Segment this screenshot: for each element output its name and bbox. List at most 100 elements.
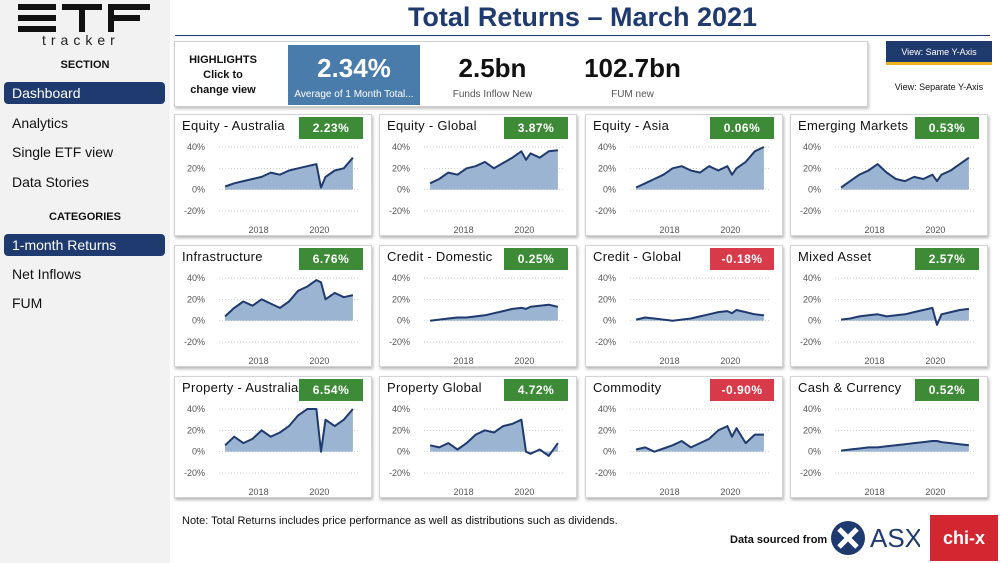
nav-fum[interactable]: FUM [12, 295, 43, 311]
return-badge: 6.76% [299, 248, 363, 270]
nav-single-etf-view[interactable]: Single ETF view [12, 144, 114, 160]
view-same-y-axis-button[interactable]: View: Same Y-Axis [886, 41, 992, 65]
sidebar: tracker SECTION Dashboard Analytics Sing… [0, 0, 170, 563]
x-tick-label: 2018 [865, 225, 885, 235]
y-tick-label: 40% [598, 404, 616, 414]
chart-card[interactable]: Credit - Domestic 0.25% 40% 20% 0% -20% 2018 20… [379, 245, 577, 367]
y-tick-label: 0% [192, 447, 205, 457]
title-divider [175, 35, 990, 36]
series-area [636, 426, 764, 452]
x-tick-label: 2020 [720, 225, 740, 235]
series-area [841, 307, 969, 325]
y-tick-label: -20% [800, 206, 821, 216]
sparkline-chart: 40% 20% 0% -20% 2018 2020 [800, 404, 975, 497]
y-tick-label: -20% [184, 337, 205, 347]
nav-net-inflows[interactable]: Net Inflows [12, 266, 82, 282]
asx-logo-text: ASX [870, 523, 920, 553]
view-separate-y-axis-button[interactable]: View: Separate Y-Axis [894, 82, 984, 92]
x-tick-label: 2020 [309, 225, 329, 235]
series-line [429, 303, 559, 322]
x-tick-label: 2018 [865, 487, 885, 497]
y-tick-label: 0% [808, 447, 821, 457]
data-sourced-label: Data sourced from [730, 534, 828, 546]
kpi-avg-return-caption: Average of 1 Month Total... [294, 89, 414, 100]
series-line [224, 157, 354, 189]
x-tick-label: 2020 [514, 487, 534, 497]
highlights-label[interactable]: HIGHLIGHTS Click to change view [189, 54, 257, 96]
kpi-avg-return[interactable]: 2.34% Average of 1 Month Total... [288, 45, 420, 105]
sparkline-chart: 40% 20% 0% -20% 2018 2020 [184, 273, 359, 366]
kpi-funds-inflow[interactable]: 2.5bn Funds Inflow New [430, 45, 555, 105]
x-tick-label: 2018 [249, 356, 269, 366]
series-line [635, 309, 765, 322]
kpi-funds-inflow-caption: Funds Inflow New [452, 89, 533, 100]
y-tick-label: -20% [389, 468, 410, 478]
y-tick-label: 20% [803, 163, 821, 173]
categories-heading: CATEGORIES [49, 211, 121, 223]
x-tick-label: 2020 [925, 487, 945, 497]
y-tick-label: -20% [800, 337, 821, 347]
chart-title: Equity - Australia [182, 118, 285, 133]
chart-card[interactable]: Cash & Currency 0.52% 40% 20% 0% -20% 2018 2020 [790, 376, 988, 498]
y-tick-label: 40% [392, 404, 410, 414]
y-tick-label: 20% [598, 163, 616, 173]
kpi-fum[interactable]: 102.7bn FUM new [565, 45, 700, 105]
x-tick-label: 2020 [720, 356, 740, 366]
return-badge: 0.53% [915, 117, 979, 139]
x-tick-label: 2020 [514, 356, 534, 366]
chart-card[interactable]: Mixed Asset 2.57% 40% 20% 0% -20% 2018 2020 [790, 245, 988, 367]
y-tick-label: -20% [595, 337, 616, 347]
chart-card[interactable]: Commodity -0.90% 40% 20% 0% -20% 2018 2020 [585, 376, 783, 498]
nav-data-stories[interactable]: Data Stories [12, 174, 90, 190]
chart-card[interactable]: Emerging Markets 0.53% 40% 20% 0% -20% 2018 202… [790, 114, 988, 236]
x-tick-label: 2020 [925, 356, 945, 366]
y-tick-label: 40% [598, 273, 616, 283]
y-tick-label: 40% [187, 404, 205, 414]
chart-title: Commodity [593, 380, 662, 395]
etf-tracker-logo[interactable] [18, 2, 150, 48]
chart-card[interactable]: Property Global 4.72% 40% 20% 0% -20% 2018 2020 [379, 376, 577, 498]
series-line [429, 418, 559, 457]
x-tick-label: 2018 [249, 487, 269, 497]
chart-card[interactable]: Equity - Asia 0.06% 40% 20% 0% -20% 2018 2020 [585, 114, 783, 236]
x-tick-label: 2018 [660, 356, 680, 366]
y-tick-label: 0% [603, 316, 616, 326]
y-tick-label: 0% [397, 185, 410, 195]
chart-card[interactable]: Infrastructure 6.76% 40% 20% 0% -20% 2018 2020 [174, 245, 372, 367]
y-tick-label: -20% [595, 468, 616, 478]
nav-1-month-returns[interactable]: 1-month Returns [4, 234, 165, 256]
y-tick-label: 20% [803, 294, 821, 304]
x-tick-label: 2020 [309, 356, 329, 366]
y-tick-label: -20% [595, 206, 616, 216]
kpi-funds-inflow-value: 2.5bn [458, 53, 527, 83]
series-area [430, 304, 558, 321]
chart-card[interactable]: Credit - Global -0.18% 40% 20% 0% -20% 2018 202… [585, 245, 783, 367]
page-title: Total Returns – March 2021 [407, 2, 758, 32]
return-badge: -0.18% [710, 248, 774, 270]
y-tick-label: 20% [803, 425, 821, 435]
y-tick-label: -20% [389, 337, 410, 347]
y-tick-label: 20% [598, 425, 616, 435]
y-tick-label: 0% [603, 447, 616, 457]
highlights-panel: HIGHLIGHTS Click to change view 2.34% Av… [174, 41, 868, 107]
series-area [841, 441, 969, 452]
chart-title: Property - Australia [182, 380, 299, 395]
y-tick-label: 40% [598, 142, 616, 152]
y-tick-label: 20% [187, 294, 205, 304]
chart-card[interactable]: Equity - Australia 2.23% 40% 20% 0% -20% 2018 2… [174, 114, 372, 236]
sparkline-chart: 40% 20% 0% -20% 2018 2020 [389, 142, 564, 235]
y-tick-label: 40% [187, 142, 205, 152]
x-tick-label: 2020 [925, 225, 945, 235]
chart-title: Credit - Global [593, 249, 682, 264]
asx-logo: ASX [830, 518, 922, 558]
nav-dashboard[interactable]: Dashboard [4, 82, 165, 104]
chart-card[interactable]: Equity - Global 3.87% 40% 20% 0% -20% 2018 2020 [379, 114, 577, 236]
y-tick-label: 0% [808, 316, 821, 326]
sparkline-chart: 40% 20% 0% -20% 2018 2020 [389, 404, 564, 497]
nav-analytics[interactable]: Analytics [12, 115, 69, 131]
footnote: Note: Total Returns includes price perfo… [182, 515, 618, 527]
y-tick-label: 40% [392, 273, 410, 283]
chart-card[interactable]: Property - Australia 6.54% 40% 20% 0% -20% 201… [174, 376, 372, 498]
section-heading: SECTION [60, 59, 110, 71]
y-tick-label: 0% [603, 185, 616, 195]
